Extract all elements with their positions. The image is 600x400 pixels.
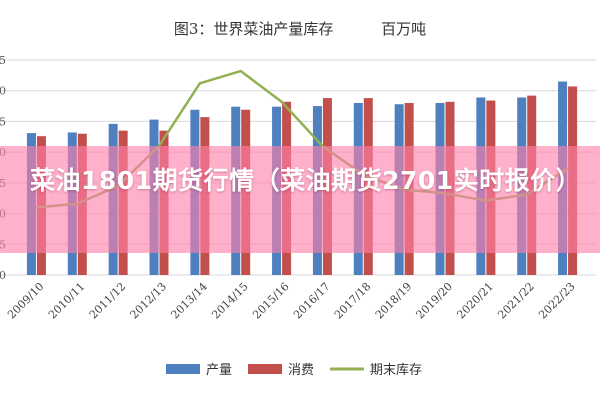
x-tick-label: 2012/13 bbox=[128, 280, 170, 322]
production-legend-swatch bbox=[166, 364, 200, 374]
legend-label-consumption: 消费 bbox=[288, 363, 314, 378]
stock-point bbox=[239, 69, 242, 73]
x-tick-label: 2019/20 bbox=[414, 280, 456, 322]
x-tick-label: 2022/23 bbox=[536, 280, 578, 322]
x-tick-label: 2014/15 bbox=[209, 280, 251, 322]
stock-point bbox=[198, 82, 202, 85]
x-tick-label: 2017/18 bbox=[332, 280, 374, 322]
y-tick-label: 25 bbox=[0, 115, 6, 128]
overlay-banner bbox=[0, 146, 600, 253]
x-tick-label: 2011/12 bbox=[87, 280, 129, 322]
x-tick-label: 2009/10 bbox=[5, 280, 47, 322]
x-tick-label: 2010/11 bbox=[46, 280, 88, 322]
y-tick-label: 0 bbox=[0, 269, 6, 282]
legend-label-production: 产量 bbox=[206, 363, 232, 378]
x-tick-label: 2018/19 bbox=[373, 280, 415, 322]
y-tick-label: 30 bbox=[0, 85, 6, 98]
x-tick-label: 2015/16 bbox=[250, 280, 292, 322]
y-tick-label: 35 bbox=[0, 54, 6, 67]
legend-label-stock: 期末库存 bbox=[370, 362, 422, 378]
consumption-legend-swatch bbox=[248, 364, 282, 374]
x-tick-label: 2020/21 bbox=[454, 280, 496, 322]
chart-title: 图3：世界菜油产量库存 百万吨 bbox=[173, 20, 427, 38]
x-tick-label: 2013/14 bbox=[168, 280, 210, 322]
banner-title: 菜油1801期货行情（菜油期货2701实时报价） bbox=[30, 166, 582, 195]
x-tick-label: 2021/22 bbox=[495, 280, 537, 322]
stock-point bbox=[280, 100, 283, 103]
x-tick-label: 2016/17 bbox=[291, 280, 333, 322]
